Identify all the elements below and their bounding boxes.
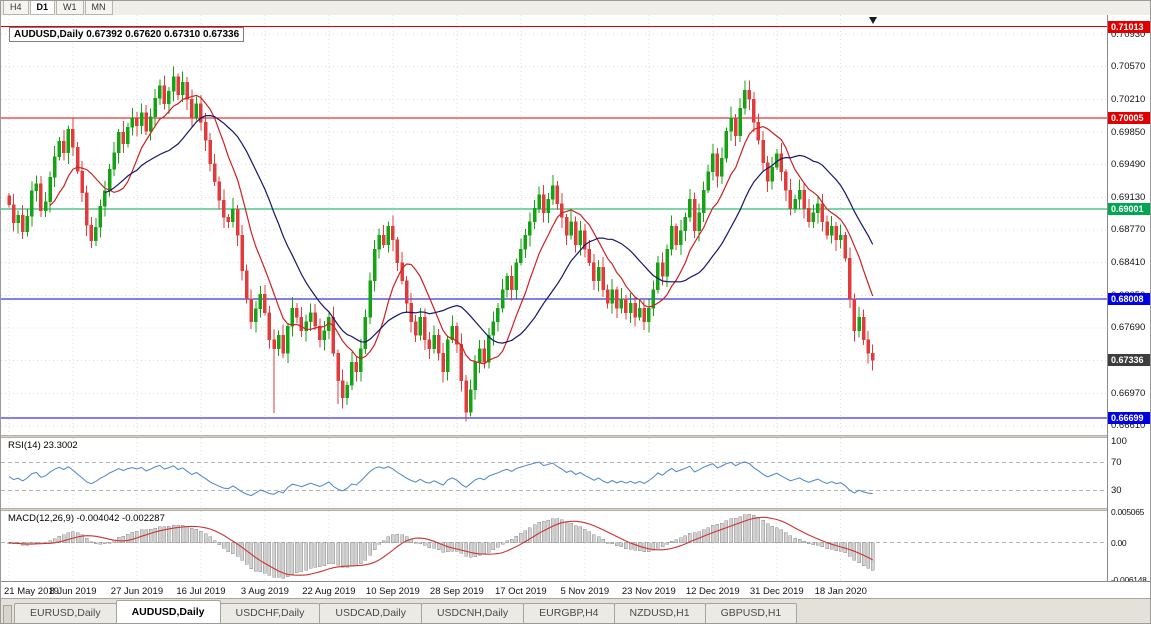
x-axis-label: 23 Nov 2019 (621, 586, 676, 597)
price-level-badge: 0.69001 (1108, 203, 1150, 216)
level-lines (1, 26, 1109, 419)
price-level-badge: 0.71013 (1108, 20, 1150, 33)
macd-label: MACD(12,26,9) -0.004042 -0.002287 (8, 513, 165, 524)
ma-fast-line (49, 94, 874, 365)
y-axis-tick: 0.69850 (1111, 126, 1146, 138)
macd-pane[interactable]: MACD(12,26,9) -0.004042 -0.002287 (1, 511, 1109, 581)
timeframe-button-h4[interactable]: H4 (3, 1, 29, 15)
x-axis-label: 27 Jun 2019 (110, 586, 164, 597)
y-axis-tick: 0.66610 (1111, 420, 1146, 432)
x-axis-label: 21 May 2019 (4, 586, 59, 597)
chart-tab-bar: EURUSD,Daily AUDUSD,Daily USDCHF,Daily USDC… (1, 598, 1150, 623)
price-level-badge: 0.66699 (1108, 411, 1150, 424)
x-axis-label: 28 Sep 2019 (429, 586, 484, 597)
timeframe-button-d1[interactable]: D1 (29, 1, 56, 15)
chart-tab-nzdusd-h1[interactable]: NZDUSD,H1 (613, 603, 706, 623)
macd-axis-tick: 0.00 (1111, 537, 1127, 548)
macd-signal-line (8, 516, 873, 576)
candles (7, 66, 875, 422)
macd-axis-tick: -0.006148 (1111, 575, 1147, 585)
y-axis-tick: 0.70930 (1111, 28, 1146, 40)
rsi-axis-tick: 70 (1111, 457, 1122, 468)
price-level-badge: 0.68008 (1108, 293, 1150, 306)
grid-vertical (8, 438, 842, 508)
chart-tab-eurgbp-h4[interactable]: EURGBP,H4 (523, 603, 615, 623)
timeframe-toolbar: H4 D1 W1 MN (1, 1, 1150, 16)
x-axis-label: 10 Sep 2019 (365, 586, 420, 597)
chart-tab-usdcad-daily[interactable]: USDCAD,Daily (319, 603, 422, 623)
macd-axis-tick: 0.005065 (1111, 506, 1145, 517)
price-level-badge: 0.70005 (1108, 111, 1150, 124)
price-axis[interactable]: 0.70930 0.70570 0.70210 0.69850 0.69490 0.691… (1107, 15, 1150, 585)
chart-tab-gbpusd-h1[interactable]: GBPUSD,H1 (704, 603, 798, 623)
rsi-pane[interactable]: RSI(14) 23.3002 (1, 438, 1109, 508)
chart-tab-eurusd-daily[interactable]: EURUSD,Daily (14, 603, 117, 623)
y-axis-tick: 0.70570 (1111, 61, 1146, 73)
grid-vertical (8, 15, 842, 435)
pane-separator[interactable] (1, 508, 1150, 511)
y-axis-tick: 0.70210 (1111, 93, 1146, 105)
chart-tab-audusd-daily[interactable]: AUDUSD,Daily (115, 600, 221, 623)
rsi-canvas[interactable] (1, 438, 1109, 508)
x-axis-label: 16 Jul 2019 (176, 586, 226, 597)
chart-title: AUDUSD,Daily 0.67392 0.67620 0.67310 0.6… (9, 27, 245, 42)
tab-scroll-stub[interactable] (3, 605, 12, 623)
rsi-line (8, 461, 873, 497)
macd-canvas[interactable] (1, 511, 1109, 581)
chart-region: AUDUSD,Daily 0.67392 0.67620 0.67310 0.6… (1, 15, 1150, 601)
x-axis-label: 22 Aug 2019 (302, 586, 356, 597)
price-pane[interactable]: AUDUSD,Daily 0.67392 0.67620 0.67310 0.6… (1, 15, 1109, 435)
macd-histogram (7, 513, 875, 579)
chart-title-text: AUDUSD,Daily 0.67392 0.67620 0.67310 0.6… (14, 29, 240, 40)
timeframe-button-w1[interactable]: W1 (56, 1, 84, 15)
x-axis-label: 12 Dec 2019 (685, 586, 740, 597)
y-axis-tick: 0.68770 (1111, 224, 1146, 236)
y-axis-tick: 0.69130 (1111, 191, 1146, 203)
x-axis-label: 8 Jun 2019 (49, 586, 97, 597)
current-price-badge: 0.67336 (1108, 354, 1150, 367)
rsi-axis-tick: 100 (1111, 436, 1127, 447)
time-axis[interactable]: 21 May 2019 8 Jun 2019 27 Jun 2019 16 Jul 2… (1, 581, 1150, 601)
x-axis-label: 17 Oct 2019 (494, 586, 547, 597)
x-axis-label: 3 Aug 2019 (240, 586, 289, 597)
ma-slow-line (104, 114, 874, 344)
timeframe-button-mn[interactable]: MN (84, 1, 113, 15)
chart-tab-usdcnh-daily[interactable]: USDCNH,Daily (420, 603, 525, 623)
x-axis-label: 31 Dec 2019 (749, 586, 804, 597)
x-axis-label: 5 Nov 2019 (560, 586, 610, 597)
pane-separator[interactable] (1, 435, 1150, 438)
chart-shift-marker-icon[interactable] (869, 17, 877, 24)
y-axis-tick: 0.66970 (1111, 387, 1146, 399)
y-axis-tick: 0.67690 (1111, 322, 1146, 334)
x-axis-label: 18 Jan 2020 (814, 586, 867, 597)
rsi-label: RSI(14) 23.3002 (8, 440, 78, 451)
chart-tab-usdchf-daily[interactable]: USDCHF,Daily (219, 603, 321, 623)
rsi-axis-tick: 30 (1111, 485, 1122, 496)
y-axis-tick: 0.68410 (1111, 257, 1146, 269)
price-chart-canvas[interactable] (1, 15, 1109, 435)
y-axis-tick: 0.69490 (1111, 159, 1146, 171)
